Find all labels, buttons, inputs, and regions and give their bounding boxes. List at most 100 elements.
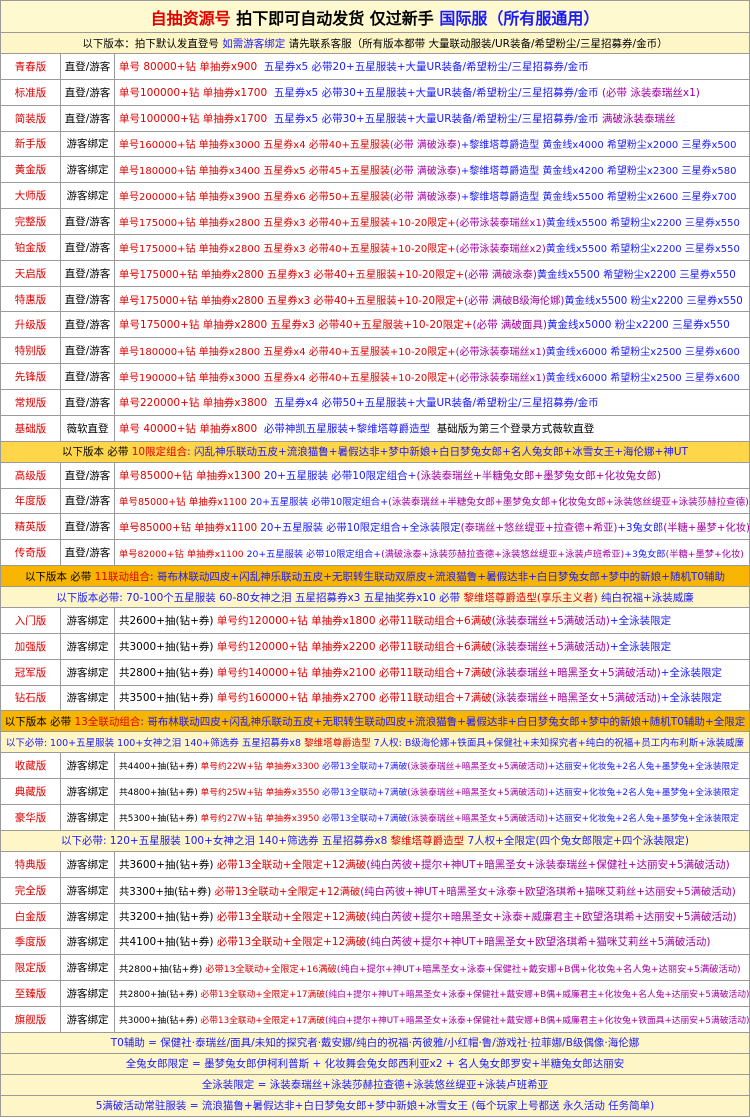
version-name: 完整版 (1, 209, 61, 234)
text-segment: 单号175000+钻 单抽券x2800 五星券x3 必带40+五星服装+10-2… (119, 217, 456, 229)
detail: 共3500+抽(钻+券) 单号约160000+钻 单抽券x2700 必带11联动… (115, 686, 749, 711)
table-row: 旗舰版 游客绑定 共3000+抽(钻+券) 必带13全联动+全限定+17满破 (纯白+… (0, 1007, 750, 1033)
text-segment: 单号200000+钻 单抽券x3900 五星券x6 必带50+五星服装 (119, 192, 390, 204)
text-segment: 必带13全联动+全限定+17满破 (200, 990, 325, 1001)
text-segment: 7人权+全限定(四个兔女郎限定+四个泳装限定) (464, 835, 689, 848)
account-mode: 直登/游客 (61, 209, 115, 234)
text-segment: 共5300+抽(钻+券) (119, 814, 201, 825)
detail: 共3200+抽(钻+券) 必带13全联动+全限定+12满破 (纯白芮彼+提尔+暗黑… (115, 904, 749, 929)
text-segment: 必带13全联动+全限定+12满破 (216, 936, 367, 949)
detail: 共4100+抽(钻+券) 必带13全联动+全限定+12满破 (纯白芮彼+提尔+神U… (115, 929, 749, 954)
detail: 共3300+抽(钻+券) 必带13全联动+全限定+12满破 (纯白芮彼+神UT+暗… (115, 878, 749, 903)
table-row: 高级版 直登/游客 单号85000+钻 单抽券x1300 20+五星服装 必带10限… (0, 462, 750, 489)
detail: 共2600+抽(钻+券) 单号约120000+钻 单抽券x1800 必带11联动… (115, 608, 749, 633)
text-segment: 以下版本必带: 70-100个五星服装 60-80女神之泪 五星招募券x3 五星… (56, 591, 464, 604)
text-segment: 单号 80000+钻 单抽券x900 (119, 60, 258, 73)
text-segment: 请先联系客服（所有版本都带 大量联动服装/UR装备/希望粉尘/三星招募券/金币） (285, 37, 668, 50)
text-segment: 必带13全联动+全限定+12满破 (214, 885, 361, 898)
text-segment: 基础版为第三个登录方式薇软直登 (430, 422, 595, 435)
table-row: 完全版 游客绑定 共3300+抽(钻+券) 必带13全联动+全限定+12满破 (纯白芮… (0, 877, 750, 904)
detail: 共5300+抽(钻+券) 单号约27W+钻 单抽券x3950 必带13全联动+7… (115, 805, 749, 830)
detail: 共4400+抽(钻+券) 单号约22W+钻 单抽券x3300 必带13全联动+7… (115, 753, 749, 778)
text-segment: 五星券x5 必带30+五星服装+大量UR装备/希望粉尘/三星招募券/金币 (267, 86, 602, 99)
account-mode: 直登/游客 (61, 389, 115, 415)
account-mode: 游客绑定 (61, 929, 115, 955)
text-segment: 单号85000+钻 单抽券x1100 (119, 496, 251, 508)
text-segment: 共2800+抽(钻+券) (119, 990, 201, 1001)
text-segment: (必带泳装泰瑞丝x1) (455, 373, 546, 385)
account-mode: 游客绑定 (61, 981, 115, 1006)
text-segment: (纯白芮彼+提尔+暗黑圣女+泳泰+威廉君主+欧望洛琪希+达丽安+5满破活动) (366, 910, 737, 923)
text-segment: (纯白+提尔+神UT+暗黑圣女+泳泰+保健社+戴安娜+B偶+化妆兔+名人兔+达丽… (336, 963, 741, 975)
account-mode: 直登/游客 (61, 54, 115, 79)
text-segment: 全兔女郎限定 = 墨梦兔女郎伊柯利普斯 + 化妆舞会兔女郎西利亚x2 + 名人兔… (125, 1058, 625, 1071)
text-segment: 单号175000+钻 单抽券x2800 五星券x3 必带40+五星服装+10-2… (119, 243, 456, 255)
version-name: 特典版 (1, 851, 61, 877)
account-mode: 直登/游客 (61, 462, 115, 488)
text-segment: +黎维塔尊爵造型 黄金线x4200 希望粉尘x2300 三星券x580 (460, 166, 737, 178)
footer-note: 全兔女郎限定 = 墨梦兔女郎伊柯利普斯 + 化妆舞会兔女郎西利亚x2 + 名人兔… (0, 1053, 750, 1075)
text-segment: (满破泳泰+泳装莎赫拉查德+泳装悠丝缇亚+泳装卢班希亚) (381, 548, 625, 560)
version-name: 白金版 (1, 903, 61, 929)
text-segment: 如需游客绑定 (222, 37, 286, 50)
version-name: 大师版 (1, 183, 61, 209)
text-segment: 共3600+抽(钻+券) (119, 858, 217, 871)
text-segment: 必带13全联动+7满破 (321, 788, 408, 799)
text-segment: +全泳装限定 (609, 614, 672, 627)
table-row: 新手版 游客绑定 单号160000+钻 单抽券x3000 五星券x4 必带40+五星… (0, 131, 750, 158)
text-segment: : 哥布林联动四皮+闪乱神乐联动五皮+无职转生联动四皮+流浪猫鲁+暑假达非+白日… (140, 715, 746, 728)
detail: 单号 80000+钻 单抽券x900 五星券x5 必带20+五星服装+大量UR装… (115, 54, 749, 79)
table-row: 钻石版 游客绑定 共3500+抽(钻+券) 单号约160000+钻 单抽券x2700… (0, 685, 750, 712)
text-segment: 单号85000+钻 单抽券x1100 (119, 522, 261, 535)
section-header: 以下必带: 120+五星服装 100+女神之泪 140+筛选券 五星招募券x8 … (0, 830, 750, 852)
text-segment: +全泳装限定 (660, 666, 722, 679)
detail: 共2800+抽(钻+券) 单号约140000+钻 单抽券x2100 必带11联动… (115, 660, 749, 685)
text-segment: +达丽安+化妆兔+2名人兔+墨梦兔+全泳装限定 (548, 814, 740, 825)
text-segment: 5满破活动常驻服装 = 流浪猫鲁+暑假达非+白日梦兔女郎+梦中新娘+冰雪女王 (… (95, 1100, 655, 1113)
account-mode: 直登/游客 (61, 540, 115, 566)
text-segment: (泳装泰瑞丝+5满破活动) (491, 614, 610, 627)
text-segment: 以下必带: 100+五星服装 100+女神之泪 140+筛选券 五星招募券x8 (5, 738, 305, 750)
text-segment: (泳装泰瑞丝+暗黑圣女+5满破活动) (407, 762, 549, 773)
text-segment: 以下版本 必带 (4, 715, 75, 728)
text-segment: 纯白祝福+泳装威廉 (597, 591, 694, 604)
text-segment: (纯白+提尔+神UT+暗黑圣女+泳泰+保健社+戴安娜+B偶+威廉君主+化妆兔+名… (324, 990, 749, 1001)
account-mode: 游客绑定 (61, 779, 115, 805)
account-mode: 直登/游客 (61, 105, 115, 131)
text-segment: 7人权: B级海伦娜+铁面具+保健社+未知探究者+纯白的祝福+员工内布利斯+泳装… (370, 738, 745, 750)
table-row: 完整版 直登/游客 单号175000+钻 单抽券x2800 五星券x3 必带40+五… (0, 209, 750, 235)
text-segment: +3兔女郎 (624, 548, 666, 560)
table-row: 黄金版 游客绑定 单号180000+钻 单抽券x3400 五星券x5 必带45+五星… (0, 157, 750, 184)
table-row: 天启版 直登/游客 单号175000+钻 单抽券x2800 五星券x3 必带40+五… (0, 260, 750, 287)
account-mode: 游客绑定 (61, 753, 115, 779)
text-segment: 共4100+抽(钻+券) (119, 936, 217, 949)
version-name: 精英版 (1, 514, 61, 540)
text-segment: 单号约27W+钻 单抽券x3950 (200, 814, 322, 825)
detail: 单号82000+钻 单抽券x1100 20+五星服装 必带10限定组合+ (满破泳… (115, 540, 749, 565)
version-name: 冠军版 (1, 659, 61, 685)
version-name: 旗舰版 (1, 1007, 61, 1032)
text-segment: 必带13全联动+全限定+12满破 (216, 910, 367, 923)
table-row: 先锋版 直登/游客 单号190000+钻 单抽券x3000 五星券x4 必带40+五… (0, 364, 750, 390)
detail: 单号220000+钻 单抽券x3800 五星券x4 必带50+五星服装+大量UR… (115, 390, 749, 415)
text-segment: (必带泳装泰瑞丝x1) (455, 347, 546, 359)
section-header: 以下必带: 100+五星服装 100+女神之泪 140+筛选券 五星招募券x8 … (0, 732, 750, 754)
detail: 单号180000+钻 单抽券x3400 五星券x5 必带45+五星服装 (必带 满… (115, 157, 749, 182)
text-segment: 单号175000+钻 单抽券x2800 五星券x3 必带40+五星服装+10-2… (119, 319, 473, 332)
text-segment: 黄金线x5500 希望粉尘x2200 三星券x550 (536, 268, 736, 281)
text-segment: +全泳装限定 (660, 692, 722, 705)
text-segment: 20+五星服装 必带10限定组合+ (246, 548, 382, 560)
version-name: 青春版 (1, 54, 61, 79)
text-segment: (泳装泰瑞丝+暗黑圣女+5满破活动) (491, 666, 661, 679)
version-name: 特惠版 (1, 286, 61, 312)
text-segment: 必带13全联动+全限定+17满破 (200, 1015, 325, 1026)
text-segment: 以下版本 必带 (24, 570, 95, 583)
text-segment: 国际服（所有服通用） (439, 8, 600, 28)
text-segment: +全泳装限定 (609, 640, 672, 653)
text-segment: (泳装泰瑞丝+半糖兔女郎+墨梦兔女郎+化妆兔女郎) (416, 469, 662, 482)
section-header: 以下版本必带: 70-100个五星服装 60-80女神之泪 五星招募券x3 五星… (0, 587, 750, 609)
text-segment: 共3000+抽(钻+券) (119, 640, 217, 653)
version-name: 加强版 (1, 633, 61, 659)
detail: 共3000+抽(钻+券) 单号约120000+钻 单抽券x2200 必带11联动… (115, 634, 749, 659)
